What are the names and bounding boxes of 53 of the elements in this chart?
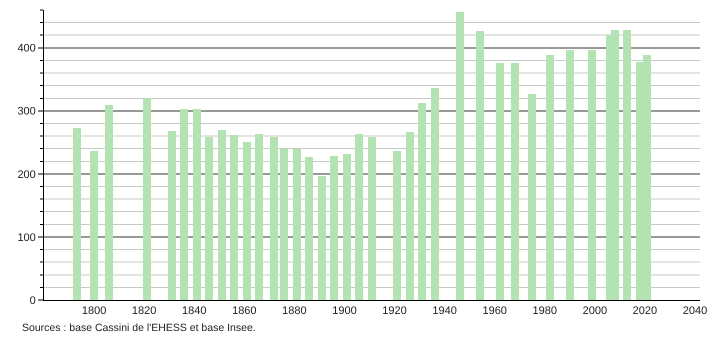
bar xyxy=(343,154,351,300)
bar xyxy=(280,149,288,300)
y-tick-label: 0 xyxy=(30,294,36,307)
bar xyxy=(318,176,326,300)
bar xyxy=(90,151,98,300)
x-tick-label: 1960 xyxy=(482,305,507,318)
bar xyxy=(355,134,363,300)
x-tick-label: 1940 xyxy=(432,305,457,318)
bar xyxy=(168,131,176,300)
bar xyxy=(180,109,188,300)
x-tick-label: 1900 xyxy=(332,305,357,318)
bar xyxy=(431,88,439,300)
bar xyxy=(230,135,238,300)
y-tick-label: 300 xyxy=(17,106,36,118)
bar xyxy=(528,94,536,300)
bar xyxy=(293,149,301,300)
bar xyxy=(270,137,278,300)
x-tick-label: 1840 xyxy=(182,305,206,318)
bar xyxy=(406,132,414,300)
bar xyxy=(623,30,631,300)
y-tick-label: 200 xyxy=(17,168,36,181)
y-tick-label: 400 xyxy=(17,42,36,55)
bar xyxy=(255,134,263,300)
bar xyxy=(546,55,554,300)
x-tick-label: 2000 xyxy=(582,305,608,318)
bar xyxy=(143,98,151,300)
bar xyxy=(205,137,213,300)
bar xyxy=(456,12,464,300)
bar xyxy=(496,63,504,300)
bar xyxy=(393,151,401,300)
bar xyxy=(511,63,519,300)
bar xyxy=(305,157,313,300)
bar xyxy=(193,109,201,300)
y-tick-label: 100 xyxy=(17,232,36,244)
bar xyxy=(476,31,484,300)
bar xyxy=(105,105,113,300)
x-tick-label: 2040 xyxy=(682,305,708,318)
bar xyxy=(588,50,596,300)
bar xyxy=(368,137,376,300)
bar xyxy=(418,103,426,300)
bar xyxy=(330,156,338,300)
x-tick-label: 1920 xyxy=(382,305,407,318)
bar xyxy=(218,130,226,300)
source-note: Sources : base Cassini de l'EHESS et base Insee. xyxy=(22,322,256,334)
x-tick-label: 1820 xyxy=(132,305,156,318)
x-tick-label: 2020 xyxy=(632,305,658,318)
bar xyxy=(73,128,81,300)
x-tick-label: 1980 xyxy=(532,305,557,318)
x-tick-label: 1800 xyxy=(82,305,106,318)
x-tick-label: 1860 xyxy=(232,305,257,318)
x-tick-label: 1880 xyxy=(282,305,307,318)
bar xyxy=(566,50,574,300)
bar xyxy=(243,142,251,300)
